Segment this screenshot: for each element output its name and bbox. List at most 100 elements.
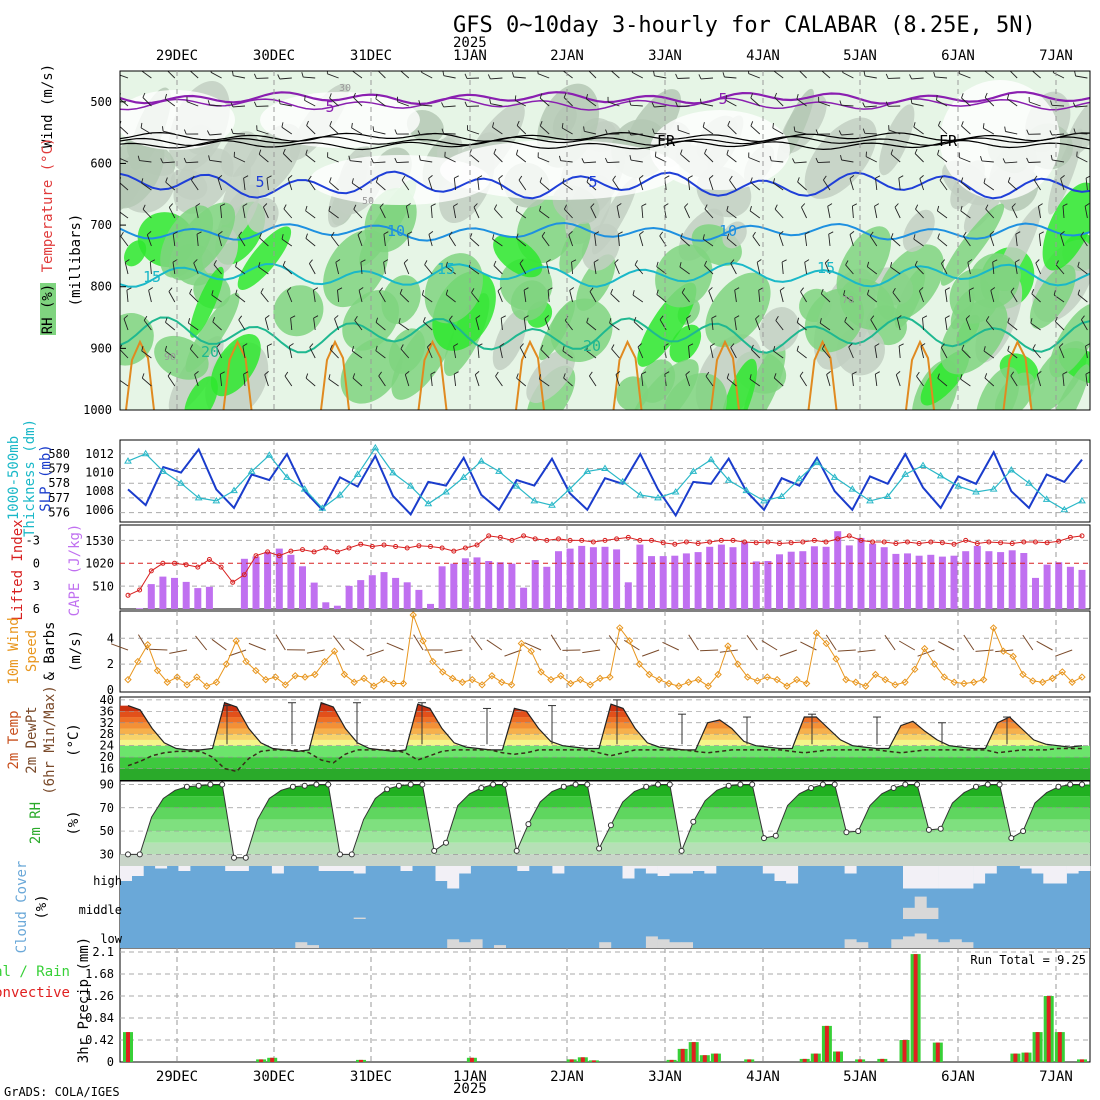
rh-clear-patch [260,92,420,148]
rh-2m-point [501,781,508,788]
cloud-cover-bar [470,939,483,948]
wind-barb-flag [569,287,575,291]
wind-barb-flag [681,288,686,293]
wind-barb-flag [473,203,478,208]
wind-speed-point [271,673,280,681]
cloud-cover-bar [271,866,284,874]
y-tick-label: 500 [90,95,112,109]
cloud-cover-bar [844,939,857,948]
wind-barb-flag [441,128,445,134]
y-tick-label: 576 [48,506,70,520]
wind-barb [874,346,878,359]
wind-barb-flag [231,71,234,76]
wind-barb [373,161,386,164]
cape-bar [392,577,400,609]
wind-barb [142,377,152,387]
wind-barb [726,154,737,163]
wind-barb-flag [936,205,940,212]
wind-barb-flag [1004,126,1006,132]
bottom-date-label: 1JAN [453,1069,487,1085]
wind-barb-flag [704,148,707,154]
y-tick-label: 1.26 [85,989,114,1003]
wind-barb-flag [1050,154,1053,160]
wind-barb-flag [418,100,421,106]
cloud-cover-bar [762,866,775,874]
wind-barb [963,235,971,247]
thickness-point [954,482,963,489]
wind-barb [756,262,761,275]
wind-barb [867,266,878,275]
wind-barb-flag [852,203,858,207]
wind-barb [191,179,199,191]
wind-barb [1084,206,1088,219]
wind-barb-flag [167,371,172,377]
rh-patch [154,335,209,380]
wind-barb [1085,374,1088,387]
wind-barb [331,236,339,247]
wind-barb [730,347,737,359]
wind-barb [186,161,199,164]
wind-barb-flag [329,177,332,183]
wind-barb-flag [403,259,409,264]
thickness-point [883,492,892,499]
wind-speed-point [537,668,545,676]
wind-barb-flag [586,345,589,351]
thickness-point [283,473,291,480]
precip-convective-bar [680,1048,685,1062]
cloud-cover-bar [330,866,343,871]
wind-barb-flag [775,315,779,321]
wind-barb-flag [523,315,529,319]
wind-barb-flag [253,73,257,79]
wind-barb [990,290,995,303]
contour-label: 15 [143,268,161,286]
wind-barb [243,374,246,387]
wind-barb-flag [539,205,542,212]
rh-patch [576,254,616,311]
wind-barb [630,133,643,136]
wind-speed-point [143,641,152,649]
wind-barb-flag [1032,66,1034,71]
wind-barb [453,178,457,191]
wind-barb-flag [659,231,664,237]
wind-barb-flag [477,343,483,347]
wind-barb [1035,262,1042,275]
wind-barb-flag [206,130,211,136]
rh-patch [655,244,713,308]
wind-barb [702,126,714,135]
wind-speed-point [989,624,998,632]
cape-bar [682,553,690,609]
cape-bar [485,561,493,609]
wind-barb [306,125,316,135]
wind-speed-point [665,679,673,688]
top-date-label: 2JAN [550,48,584,64]
wind-barb-flag [352,71,353,72]
wind-barb-flag [383,259,389,263]
wind-speed-point [1019,670,1027,679]
wind-barb-flag [898,343,904,347]
wind-barb [375,322,386,331]
wind-barb [748,73,760,79]
wind-barb-flag [711,315,717,319]
wind-barb-flag [379,203,384,208]
wind-barb-flag [687,175,693,179]
wind-barb-flag [147,231,152,236]
wind-barb [984,97,995,107]
wind-barb-flag [632,290,635,296]
wind-barb-flag [849,175,855,179]
cloud-cover-bar [681,942,693,948]
upper-wind-barbs [120,66,1090,387]
wind-barb [1062,374,1065,387]
wind-barb [304,100,316,107]
surface-wind-barb [938,641,955,651]
y-tick-label: 4 [107,631,114,645]
wind-speed-point [291,672,299,680]
wind-barb-flag [495,371,499,377]
wind-barb [895,374,901,387]
wind-barb [404,374,410,387]
wind-speed-point [842,675,850,684]
surface-wind-barb [761,640,778,651]
wind-barb-flag [699,98,702,104]
wind-barb [262,206,269,219]
precip-total-label: Total / Rain [0,964,70,980]
wind-barb [396,161,409,164]
